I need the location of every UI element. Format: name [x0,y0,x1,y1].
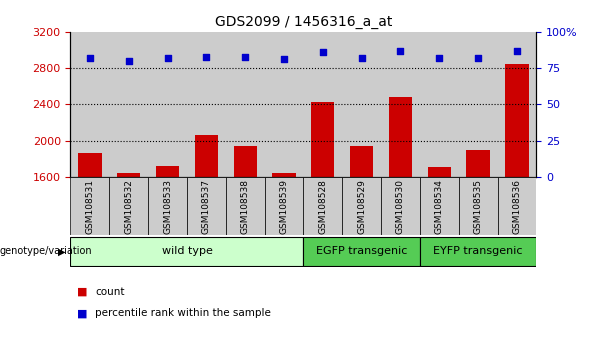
Point [473,55,483,61]
Text: GSM108530: GSM108530 [396,179,405,234]
FancyBboxPatch shape [70,237,303,266]
Text: EGFP transgenic: EGFP transgenic [316,246,408,256]
Text: wild type: wild type [162,246,212,256]
Text: EYFP transgenic: EYFP transgenic [433,246,523,256]
Text: GSM108529: GSM108529 [357,179,366,234]
Point [124,58,134,64]
Text: ■: ■ [77,287,87,297]
Point [395,48,405,53]
Point [318,49,328,55]
FancyBboxPatch shape [109,177,148,235]
Bar [156,166,179,177]
Text: ■: ■ [77,308,87,318]
Text: GSM108538: GSM108538 [241,179,249,234]
Bar [350,146,373,177]
FancyBboxPatch shape [420,237,536,266]
Bar [389,97,412,177]
FancyBboxPatch shape [148,177,187,235]
Point [240,54,250,59]
Text: percentile rank within the sample: percentile rank within the sample [95,308,271,318]
Text: GSM108531: GSM108531 [85,179,94,234]
Bar [303,32,342,177]
Bar [148,32,187,177]
FancyBboxPatch shape [498,177,536,235]
Point [202,54,211,59]
Point [357,55,367,61]
Point [162,55,172,61]
Text: GSM108528: GSM108528 [318,179,327,234]
FancyBboxPatch shape [342,177,381,235]
Point [435,55,444,61]
FancyBboxPatch shape [303,177,342,235]
FancyBboxPatch shape [459,177,498,235]
Text: count: count [95,287,124,297]
Bar [187,32,226,177]
Bar [70,32,109,177]
Text: genotype/variation: genotype/variation [0,246,93,256]
Text: GSM108539: GSM108539 [280,179,289,234]
Bar [265,32,303,177]
FancyBboxPatch shape [70,177,109,235]
FancyBboxPatch shape [265,177,303,235]
Point [512,48,522,53]
FancyBboxPatch shape [381,177,420,235]
Bar [311,102,335,177]
FancyBboxPatch shape [303,237,420,266]
Bar [272,173,295,177]
FancyBboxPatch shape [420,177,459,235]
Bar [342,32,381,177]
Text: GSM108537: GSM108537 [202,179,211,234]
Bar [117,173,140,177]
Text: GSM108535: GSM108535 [474,179,482,234]
Title: GDS2099 / 1456316_a_at: GDS2099 / 1456316_a_at [215,16,392,29]
Text: GSM108532: GSM108532 [124,179,133,234]
Point [85,55,95,61]
FancyBboxPatch shape [226,177,265,235]
Bar [78,153,102,177]
Text: GSM108536: GSM108536 [512,179,522,234]
Bar [226,32,265,177]
Bar [505,64,528,177]
Text: ▶: ▶ [58,246,65,256]
Bar [195,135,218,177]
Text: GSM108533: GSM108533 [163,179,172,234]
Bar [234,146,257,177]
Point [279,57,289,62]
Bar [428,167,451,177]
Bar [420,32,459,177]
Bar [498,32,536,177]
Text: GSM108534: GSM108534 [435,179,444,234]
Bar [381,32,420,177]
FancyBboxPatch shape [187,177,226,235]
Bar [109,32,148,177]
Bar [459,32,498,177]
Bar [466,150,490,177]
